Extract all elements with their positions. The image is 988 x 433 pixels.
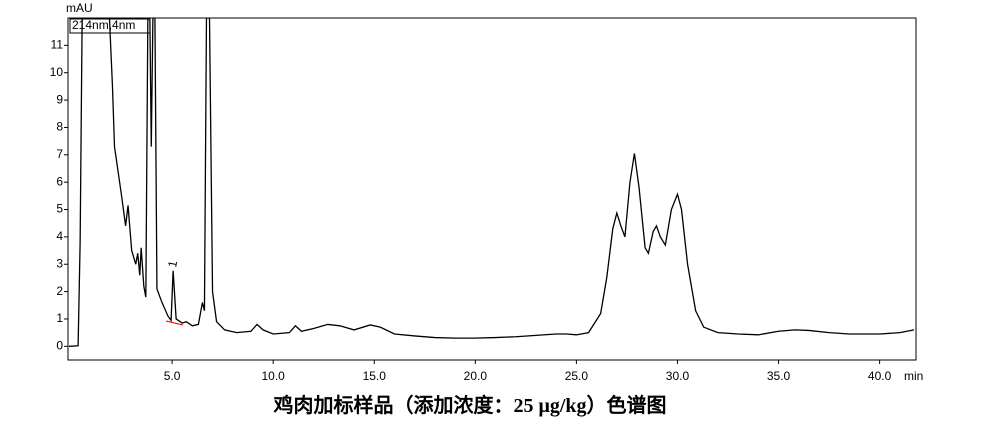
x-tick-label: 35.0 (767, 369, 791, 383)
integration-baseline (165, 320, 184, 326)
plot-frame (67, 17, 917, 361)
y-tick-label: 8 (56, 120, 63, 134)
y-tick-label: 9 (56, 92, 63, 106)
y-tick-label: 1 (56, 311, 63, 325)
x-tick-label: 25.0 (565, 369, 589, 383)
x-tick-label: 5.0 (164, 369, 181, 383)
chart-title: 鸡肉加标样品（添加浓度：25 μg/kg）色谱图 (272, 393, 666, 417)
y-tick-label: 11 (51, 38, 64, 52)
y-tick-label: 10 (50, 65, 64, 79)
y-tick-label: 7 (56, 147, 63, 161)
x-tick-label: 40.0 (868, 369, 892, 383)
peak-label: 1 (165, 259, 180, 268)
x-tick-label: 10.0 (261, 369, 285, 383)
y-tick-label: 4 (56, 229, 63, 243)
y-tick-label: 6 (56, 174, 63, 188)
x-tick-label: 30.0 (666, 369, 690, 383)
x-tick-label: 20.0 (464, 369, 488, 383)
x-tick-label: 15.0 (363, 369, 387, 383)
y-axis-label: mAU (66, 1, 93, 15)
y-tick-label: 2 (56, 284, 63, 298)
chromatogram-trace (68, 18, 915, 347)
y-tick-label: 0 (56, 338, 63, 352)
y-tick-label: 5 (56, 202, 63, 216)
x-axis-label: min (904, 369, 923, 383)
y-tick-label: 3 (56, 256, 63, 270)
wavelength-annotation: 214nm,4nm (72, 18, 135, 32)
